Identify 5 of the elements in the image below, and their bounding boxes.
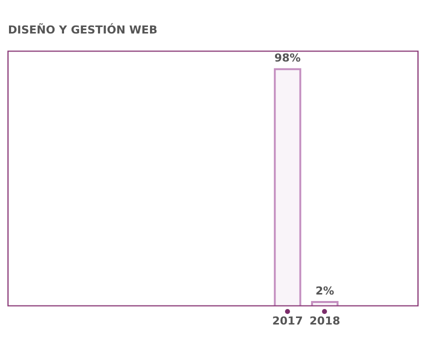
x-tick-label: 2017 — [272, 314, 303, 328]
data-label: 2% — [315, 284, 334, 298]
chart-title: DISEÑO Y GESTIÓN WEB — [8, 22, 158, 36]
data-label: 98% — [274, 52, 301, 65]
x-tick-label: 2018 — [310, 314, 340, 328]
